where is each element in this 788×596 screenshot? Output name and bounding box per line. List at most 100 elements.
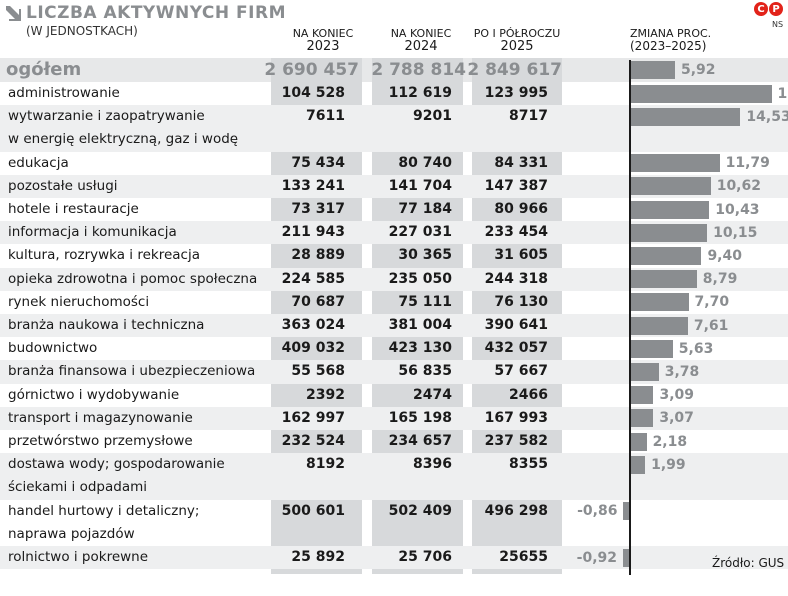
row-value-0: 104 528 [281, 85, 345, 101]
row-value-1: 30 365 [398, 247, 452, 264]
row-stripe [0, 221, 788, 245]
row-label: branża naukowa i techniczna [8, 317, 205, 333]
title-row: LICZBA AKTYWNYCH FIRM [4, 2, 286, 24]
row-label: budownictwo [8, 340, 98, 357]
row-value-0: 75 434 [291, 154, 345, 171]
row-label: naprawa pojazdów [8, 525, 135, 542]
row-value-1: 502 409 [388, 502, 452, 519]
change-label: 3,09 [659, 387, 695, 404]
row-value-1: 56 835 [398, 363, 452, 380]
change-label: -0,92 [576, 549, 617, 566]
column-header-change: ZMIANA PROC. (2023–2025) [630, 27, 712, 53]
row-stripe [0, 314, 788, 338]
row-value-1: 8396 [413, 456, 452, 473]
overall-value-0: 2 690 457 [264, 60, 359, 80]
logo-letter-p: P [769, 2, 783, 16]
row-value-0: 232 524 [281, 433, 345, 449]
change-label: 18,62 [777, 85, 788, 102]
change-label: 3,07 [659, 410, 694, 427]
change-label: 10,62 [716, 178, 761, 195]
row-value-1: 235 050 [388, 270, 452, 287]
change-bar [630, 270, 697, 289]
row-value-0: 211 943 [281, 224, 345, 241]
row-label: opieka zdrowotna i pomoc społeczna [8, 270, 258, 287]
row-value-2: 2466 [509, 386, 548, 403]
change-label: 2,18 [652, 433, 688, 450]
chart-title: LICZBA AKTYWNYCH FIRM [26, 3, 286, 23]
row-label: w energię elektryczną, gaz i wodę [8, 131, 239, 148]
change-bar [630, 246, 702, 265]
row-stripe [0, 546, 788, 570]
row-value-0: 70 687 [291, 293, 345, 310]
logo-letter-c: C [754, 2, 768, 16]
chart-subtitle: (W JEDNOSTKACH) [26, 24, 138, 38]
row-value-0: 409 032 [281, 340, 345, 357]
row-label: transport i magazynowanie [8, 409, 193, 426]
row-value-1: 9201 [413, 108, 452, 125]
overall-value-2: 2 849 617 [467, 60, 562, 80]
row-value-1: 227 031 [388, 224, 452, 241]
row-stripe [0, 453, 788, 500]
row-value-1: 2474 [413, 386, 452, 403]
row-value-2: 244 318 [484, 270, 548, 287]
change-bar [623, 502, 630, 521]
change-label: 1,99 [651, 456, 686, 473]
change-bar [630, 386, 654, 405]
row-value-1: 423 130 [388, 340, 452, 357]
row-value-1: 25 706 [398, 549, 452, 565]
row-value-0: 25 892 [291, 549, 345, 565]
column-header-2024: NA KONIEC 2024 [390, 27, 452, 54]
row-label: górnictwo i wydobywanie [8, 386, 180, 403]
row-value-2: 76 130 [494, 293, 548, 310]
row-label: administrowanie [8, 85, 120, 101]
row-value-0: 55 568 [291, 363, 345, 380]
row-value-2: 57 667 [494, 363, 548, 380]
change-bar [630, 362, 659, 381]
row-value-2: 167 993 [484, 409, 548, 426]
row-value-1: 80 740 [398, 154, 452, 171]
row-value-1: 234 657 [388, 433, 452, 449]
row-label: dostawa wody; gospodarowanie [8, 456, 225, 473]
overall-change-label: 5,92 [680, 62, 716, 78]
author-initials: NS [772, 20, 784, 29]
change-label: 10,15 [713, 224, 758, 241]
row-label: rynek nieruchomości [8, 293, 150, 310]
row-value-1: 381 004 [388, 317, 452, 333]
row-stripe [0, 174, 788, 198]
change-bar [630, 177, 711, 196]
row-label: informacja i komunikacja [8, 224, 177, 241]
row-value-2: 25655 [499, 549, 548, 565]
row-value-2: 8717 [509, 108, 548, 125]
change-bar [630, 107, 741, 126]
row-value-2: 432 057 [484, 340, 548, 357]
change-label: 7,70 [694, 294, 730, 311]
row-value-2: 80 966 [494, 201, 548, 217]
change-label: 8,79 [702, 271, 738, 288]
change-label: -0,86 [577, 503, 618, 520]
row-label: handel hurtowy i detaliczny; [8, 502, 200, 519]
change-label: 9,40 [707, 247, 742, 264]
row-value-2: 390 641 [484, 317, 548, 333]
row-value-2: 84 331 [494, 154, 548, 171]
row-stripe [0, 360, 788, 384]
row-value-0: 133 241 [281, 177, 345, 194]
row-value-1: 112 619 [388, 85, 452, 101]
change-bar [630, 339, 673, 358]
row-value-2: 123 995 [484, 85, 548, 101]
change-bar [630, 409, 654, 428]
column-header-2023: NA KONIEC 2023 [292, 27, 354, 54]
row-value-2: 8355 [509, 456, 548, 473]
change-label: 5,63 [678, 340, 714, 357]
row-label: branża finansowa i ubezpieczeniowa [8, 363, 256, 380]
change-label: 3,78 [664, 363, 700, 380]
row-label: hotele i restauracje [8, 201, 139, 217]
row-value-0: 8192 [306, 456, 345, 473]
change-label: 14,53 [746, 108, 788, 125]
publisher-logo: C P [754, 2, 783, 16]
row-value-1: 141 704 [388, 177, 452, 194]
change-bar [630, 154, 720, 173]
row-value-2: 237 582 [484, 433, 548, 449]
row-stripe [0, 406, 788, 430]
row-label: kultura, rozrywka i rekreacja [8, 247, 200, 264]
change-bar [630, 455, 646, 474]
